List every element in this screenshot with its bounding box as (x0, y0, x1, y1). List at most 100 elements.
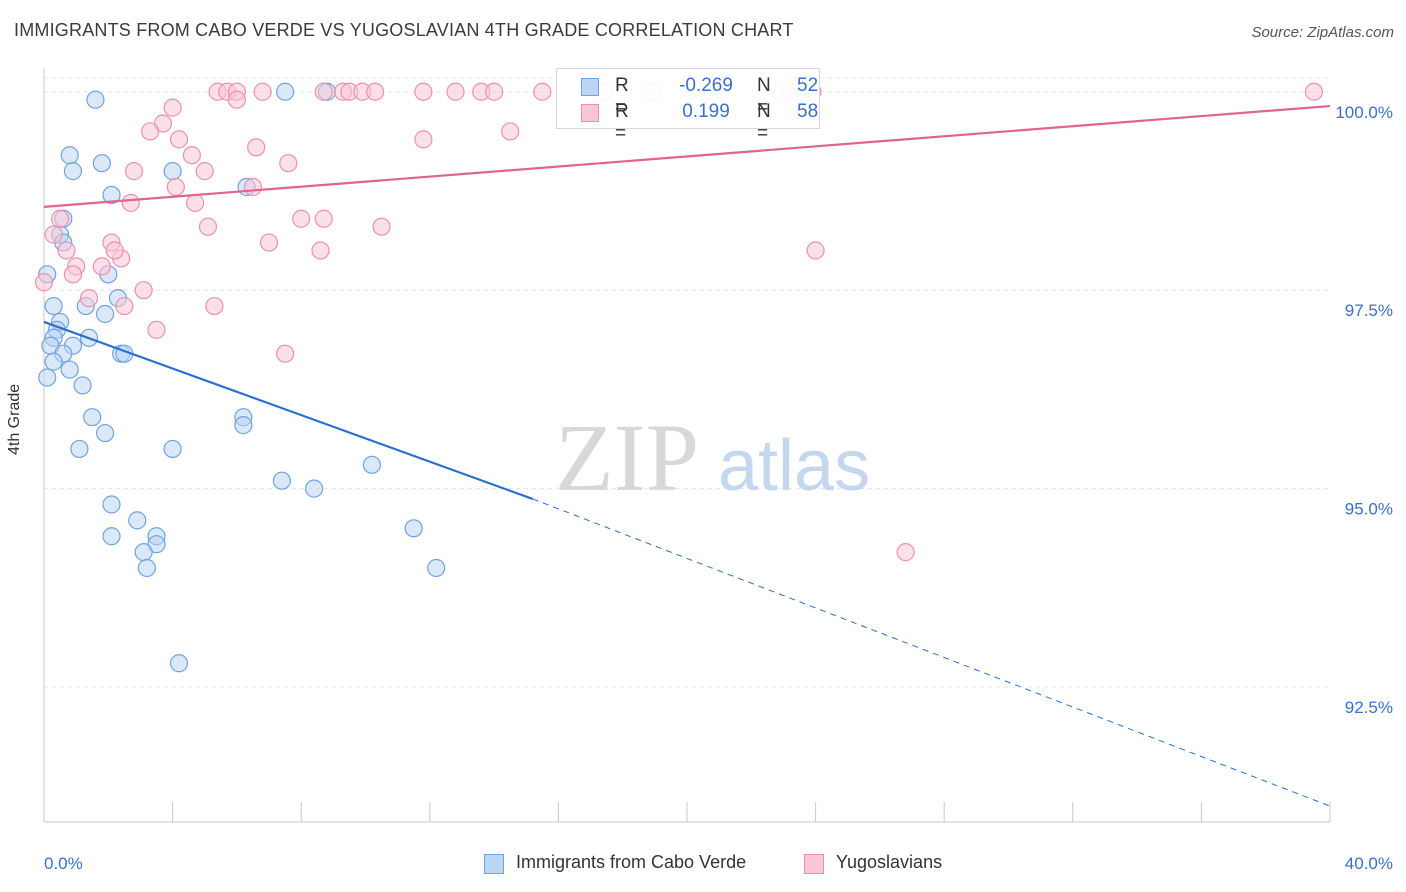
tick-labels: 92.5% 95.0% 97.5% 100.0% 0.0% 40.0% (44, 103, 1393, 873)
cabo-verde-point (128, 511, 147, 530)
r-label: R = (615, 75, 629, 118)
cabo-verde-point (73, 376, 92, 395)
cabo-verde-point (134, 543, 153, 562)
yugoslavian-point (124, 162, 144, 181)
legend-label: Yugoslavians (836, 852, 943, 872)
yugoslavian-point (169, 130, 189, 149)
yugoslavian-point (186, 193, 205, 212)
cabo-verde-point (38, 368, 57, 387)
grid-lines (44, 77, 1330, 688)
yugoslavian-point (105, 241, 124, 260)
cabo-verde-point (92, 154, 111, 173)
yugoslavian-point (372, 217, 391, 236)
x-tick-label: 0.0% (44, 854, 83, 873)
legend-swatch-blue (484, 854, 504, 874)
cabo-verde-point (272, 471, 292, 490)
stats-legend: R = -0.269 N = 52 R = 0.199 N = 58 (556, 68, 820, 144)
r-value: 0.199 (682, 101, 730, 122)
yugoslavian-point (243, 177, 263, 197)
n-label: N = (757, 101, 771, 144)
y-tick-label: 100.0% (1335, 103, 1393, 122)
watermark: ZIP atlas (555, 404, 870, 511)
cabo-verde-point (102, 185, 121, 205)
yugoslavian-point (366, 82, 385, 101)
yugoslavian-point (501, 122, 520, 141)
cabo-verde-point (163, 162, 182, 181)
yugoslavian-point (92, 257, 111, 276)
cabo-verde-point (362, 455, 382, 474)
yugoslavian-point (247, 138, 266, 157)
n-value: 58 (797, 101, 819, 122)
cabo-verde-point (95, 304, 115, 324)
cabo-verde-point (44, 352, 63, 371)
y-tick-label: 97.5% (1345, 301, 1393, 320)
yugoslavian-point (314, 82, 333, 101)
yugoslavian-point (292, 209, 311, 228)
y-tick-label: 92.5% (1345, 698, 1393, 717)
data-points (34, 82, 1324, 673)
cabo-verde-point (163, 439, 182, 459)
yugoslavian-point (140, 122, 160, 141)
yugoslavian-point (44, 225, 63, 244)
yugoslavian-point (166, 177, 185, 197)
cabo-verde-point (234, 416, 253, 435)
yugoslavian-point (253, 82, 272, 101)
yugoslavian-point (276, 344, 295, 363)
yugoslavian-point (182, 146, 201, 165)
cabo-verde-point (102, 495, 121, 514)
cabo-verde-point (63, 162, 83, 181)
watermark-zip: ZIP (555, 404, 699, 511)
cabo-verde-point (137, 558, 156, 578)
yugoslavian-point (195, 162, 214, 181)
cabo-verde-point (60, 360, 79, 379)
yugoslavian-point (314, 209, 333, 228)
legend-label: Immigrants from Cabo Verde (516, 852, 747, 872)
yugoslavian-point (134, 281, 153, 300)
yugoslavian-point (227, 90, 246, 109)
cabo-verde-point (304, 479, 324, 498)
yugoslavian-point (198, 217, 218, 236)
y-tick-label: 95.0% (1345, 500, 1393, 519)
yugoslavian-point (63, 265, 83, 284)
yugoslavian-point (50, 209, 70, 228)
n-label: N = (757, 75, 771, 118)
yugoslavian-point (311, 241, 330, 260)
cabo-verde-point (44, 296, 63, 316)
cabo-verde-point (83, 408, 102, 427)
yugoslavian-point (34, 273, 54, 292)
cabo-verde-trend-extension (532, 498, 1331, 807)
trend-lines (43, 104, 1331, 807)
cabo-verde-point (169, 654, 189, 673)
yugoslavian-point (147, 320, 166, 339)
legend-swatch-blue (581, 78, 599, 96)
r-value: -0.269 (679, 75, 733, 96)
axes (43, 68, 1331, 823)
yugoslavian-trend-line (43, 104, 1331, 208)
cabo-verde-point (427, 558, 446, 578)
yugoslavian-point (485, 82, 504, 101)
r-label: R = (615, 101, 629, 144)
cabo-verde-point (102, 527, 121, 546)
chart-title: IMMIGRANTS FROM CABO VERDE VS YUGOSLAVIA… (14, 20, 794, 40)
legend-swatch-pink (581, 104, 599, 122)
yugoslavian-point (57, 241, 76, 260)
watermark-atlas: atlas (718, 426, 870, 506)
x-tick-label: 40.0% (1345, 854, 1393, 873)
yugoslavian-point (446, 82, 465, 101)
yugoslavian-point (806, 241, 825, 260)
cabo-verde-point (60, 146, 79, 165)
yugoslavian-point (259, 233, 279, 252)
yugoslavian-point (163, 98, 182, 117)
cabo-verde-point (70, 439, 89, 459)
yugoslavian-point (414, 130, 433, 149)
cabo-verde-point (276, 82, 295, 101)
legend-swatch-pink (804, 854, 824, 874)
cabo-verde-trend-line (43, 320, 534, 500)
source-note: Source: ZipAtlas.com (1251, 24, 1394, 41)
yugoslavian-point (896, 543, 915, 562)
yugoslavian-point (205, 296, 224, 316)
cabo-verde-point (95, 423, 115, 443)
yugoslavian-point (279, 154, 298, 173)
cabo-verde-point (404, 519, 423, 538)
